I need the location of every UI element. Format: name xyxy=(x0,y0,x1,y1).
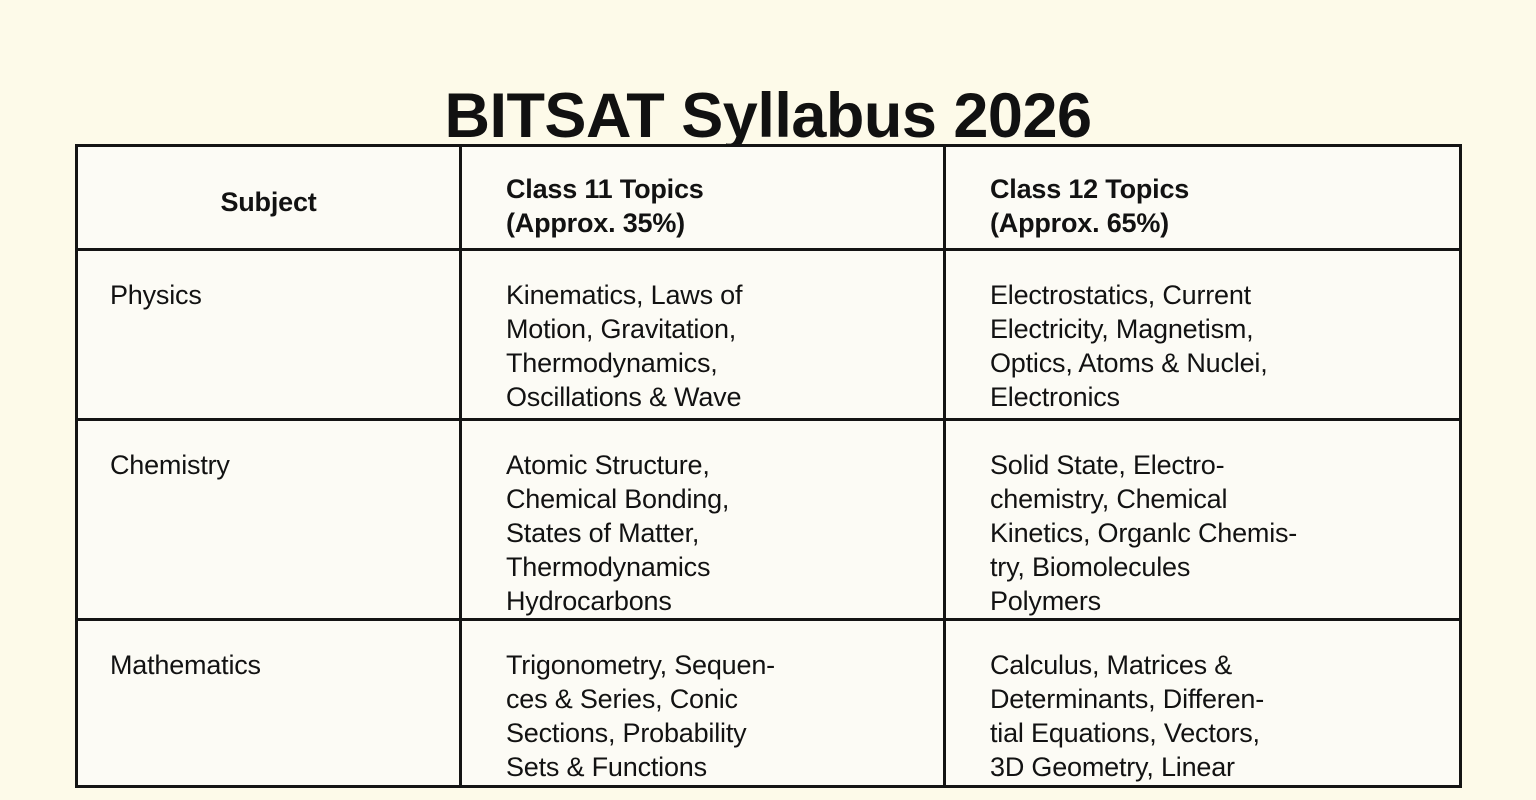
topic-line: Kinematics, Laws of xyxy=(506,280,743,310)
column-header-class-12-line-2: (Approx. 65%) xyxy=(990,208,1169,238)
class-11-cell-chemistry: Atomic Structure, Chemical Bonding, Stat… xyxy=(459,418,946,621)
topic-line: Solid State, Electro- xyxy=(990,450,1225,480)
table-row: Physics Kinematics, Laws of Motion, Grav… xyxy=(75,248,1462,421)
subject-label-mathematics: Mathematics xyxy=(110,650,261,680)
class-12-cell-chemistry: Solid State, Electro- chemistry, Chemica… xyxy=(943,418,1462,621)
subject-label-chemistry: Chemistry xyxy=(110,450,230,480)
column-header-class-11-line-2: (Approx. 35%) xyxy=(506,208,685,238)
subject-cell-physics: Physics xyxy=(75,248,462,421)
topic-line: Optics, Atoms & Nuclei, xyxy=(990,348,1268,378)
column-header-class-12-text: Class 12 Topics (Approx. 65%) xyxy=(946,147,1459,240)
topic-line: Oscillations & Wave xyxy=(506,382,742,412)
topic-line: Electricity, Magnetism, xyxy=(990,314,1254,344)
subject-cell-chemistry: Chemistry xyxy=(75,418,462,621)
topic-line: Thermodynamics xyxy=(506,552,711,582)
class-12-topics-physics: Electrostatics, Current Electricity, Mag… xyxy=(946,251,1459,414)
topic-line: Determinants, Differen- xyxy=(990,684,1265,714)
column-header-subject-label: Subject xyxy=(220,187,317,217)
column-header-class-11: Class 11 Topics (Approx. 35%) xyxy=(459,144,946,251)
class-11-cell-physics: Kinematics, Laws of Motion, Gravitation,… xyxy=(459,248,946,421)
topic-line: Electrostatics, Current xyxy=(990,280,1251,310)
topic-line: Chemical Bonding, xyxy=(506,484,730,514)
column-header-class-11-text: Class 11 Topics (Approx. 35%) xyxy=(462,147,943,240)
topic-line: tial Equations, Vectors, xyxy=(990,718,1260,748)
table-header-row: Subject Class 11 Topics (Approx. 35%) Cl… xyxy=(75,144,1462,251)
topic-line: ces & Series, Conic xyxy=(506,684,738,714)
class-11-topics-physics: Kinematics, Laws of Motion, Gravitation,… xyxy=(462,251,943,414)
topic-line: Atomic Structure, xyxy=(506,450,710,480)
topic-line: Motion, Gravitation, xyxy=(506,314,737,344)
table-header: Subject Class 11 Topics (Approx. 35%) Cl… xyxy=(75,144,1462,251)
column-header-subject: Subject xyxy=(75,144,462,251)
topic-line: Thermodynamics, xyxy=(506,348,718,378)
topic-line: States of Matter, xyxy=(506,518,700,548)
topic-line: Electronics xyxy=(990,382,1120,412)
table-body: Physics Kinematics, Laws of Motion, Grav… xyxy=(75,248,1462,788)
table-row: Mathematics Trigonometry, Sequen- ces & … xyxy=(75,618,1462,788)
column-header-class-12: Class 12 Topics (Approx. 65%) xyxy=(943,144,1462,251)
column-header-class-11-line-1: Class 11 Topics xyxy=(506,174,704,204)
topic-line: Sets & Functions xyxy=(506,752,707,782)
topic-line: Calculus, Matrices & xyxy=(990,650,1233,680)
topic-line: Sections, Probability xyxy=(506,718,747,748)
class-11-topics-chemistry: Atomic Structure, Chemical Bonding, Stat… xyxy=(462,421,943,618)
topic-line: Hydrocarbons xyxy=(506,586,672,616)
class-12-topics-chemistry: Solid State, Electro- chemistry, Chemica… xyxy=(946,421,1459,618)
topic-line: chemistry, Chemical xyxy=(990,484,1228,514)
class-11-topics-mathematics: Trigonometry, Sequen- ces & Series, Coni… xyxy=(462,621,943,784)
column-header-class-12-line-1: Class 12 Topics xyxy=(990,174,1190,204)
topic-line: try, Biomolecules xyxy=(990,552,1191,582)
topic-line: Polymers xyxy=(990,586,1101,616)
topic-line: Kinetics, Organlc Chemis- xyxy=(990,518,1298,548)
class-12-topics-mathematics: Calculus, Matrices & Determinants, Diffe… xyxy=(946,621,1459,784)
class-11-cell-mathematics: Trigonometry, Sequen- ces & Series, Coni… xyxy=(459,618,946,788)
topic-line: 3D Geometry, Linear xyxy=(990,752,1235,782)
class-12-cell-physics: Electrostatics, Current Electricity, Mag… xyxy=(943,248,1462,421)
syllabus-table: Subject Class 11 Topics (Approx. 35%) Cl… xyxy=(75,144,1462,788)
table-row: Chemistry Atomic Structure, Chemical Bon… xyxy=(75,418,1462,621)
class-12-cell-mathematics: Calculus, Matrices & Determinants, Diffe… xyxy=(943,618,1462,788)
subject-cell-mathematics: Mathematics xyxy=(75,618,462,788)
topic-line: Trigonometry, Sequen- xyxy=(506,650,775,680)
subject-label-physics: Physics xyxy=(110,280,202,310)
page-title: BITSAT Syllabus 2026 xyxy=(444,81,1092,152)
